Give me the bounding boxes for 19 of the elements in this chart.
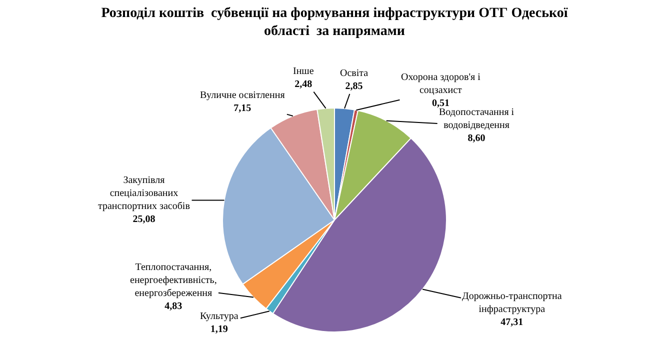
slice-label: Інше: [293, 66, 314, 77]
slice-label: Закупівля спеціалізованих транспортних засобів: [98, 175, 190, 212]
slice-label: Теплопостачання, енергоефективність, енергозбереження: [130, 262, 217, 299]
chart-title: Розподіл коштів субвенції на формування інфраструктури ОТГ Одеської області за напрямами: [101, 6, 568, 40]
slice-label: Охорона здоров'я і соцзахист: [401, 72, 481, 96]
slice-label: Культура: [200, 311, 239, 322]
data-label: 8,60: [468, 133, 486, 144]
data-label: 0,51: [432, 98, 450, 109]
data-label: 2,85: [345, 81, 363, 92]
data-label: 7,15: [234, 103, 252, 114]
slice-label: Дорожньо-транспортна інфраструктура: [462, 291, 562, 315]
slice-label: Водопостачання і водовідведення: [439, 107, 514, 131]
slice-label: Вуличне освітлення: [200, 90, 286, 101]
data-label: 2,48: [294, 79, 312, 90]
data-label: 4,83: [164, 301, 182, 312]
slice-label: Освіта: [340, 68, 369, 79]
data-label: 47,31: [500, 317, 524, 328]
data-label: 1,19: [210, 324, 228, 335]
data-label: 25,08: [132, 214, 156, 225]
